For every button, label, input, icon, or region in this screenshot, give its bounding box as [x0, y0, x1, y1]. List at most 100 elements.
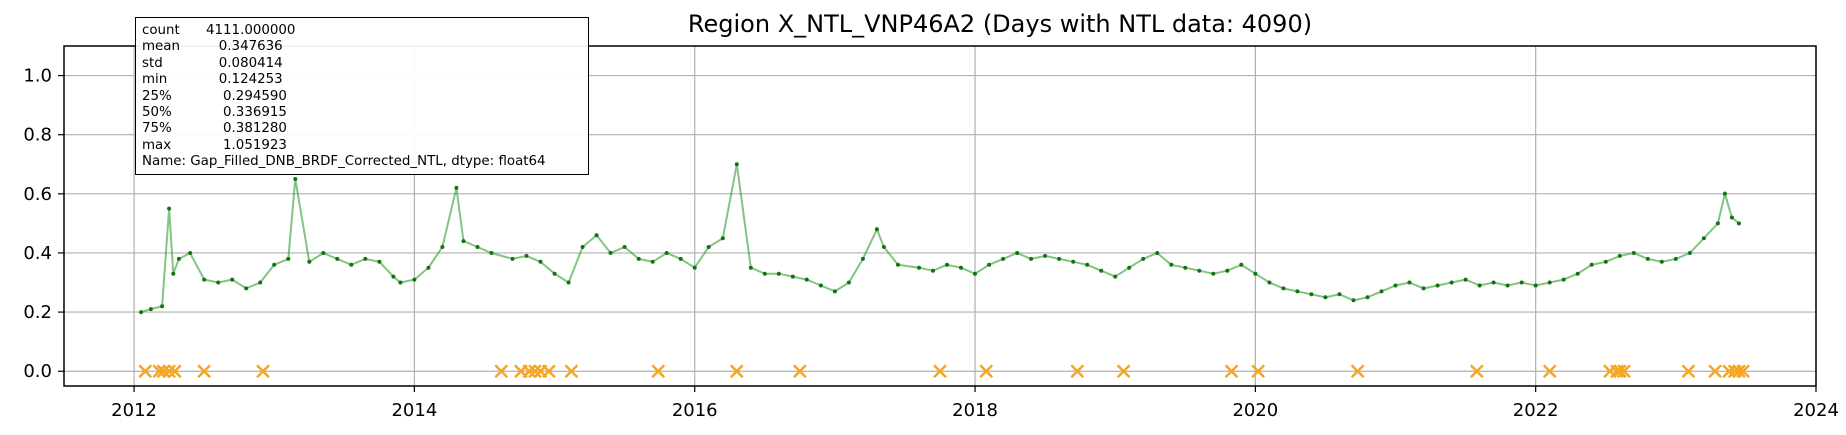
ntl-data-point [426, 265, 431, 270]
marker-stroke [167, 364, 182, 379]
ntl-data-point [945, 262, 949, 267]
marker-stroke [1350, 364, 1365, 379]
missing-data-marker [522, 364, 537, 379]
ntl-data-point [1603, 259, 1608, 264]
ntl-data-point [321, 251, 326, 255]
ntl-data-point [1323, 295, 1328, 300]
ntl-data-point [1491, 280, 1496, 285]
ntl-data-point [1351, 298, 1356, 303]
ntl-data-point [860, 256, 865, 261]
ntl-data-point [1435, 283, 1440, 288]
ntl-data-point [307, 259, 312, 264]
ntl-data-point [1337, 292, 1342, 297]
statistics-rows: count 4111.000000 mean 0.347636 std 0.08041… [142, 23, 582, 154]
ntl-data-point [594, 233, 599, 238]
ntl-data-point [1057, 256, 1062, 261]
ntl-data-point [202, 277, 207, 282]
ntl-data-point [566, 280, 571, 285]
ntl-data-point [706, 245, 711, 249]
missing-data-marker [1612, 364, 1627, 379]
statistics-footer: Name: Gap_Filled_DNB_BRDF_Corrected_NTL,… [142, 154, 546, 170]
ntl-data-point [1309, 292, 1314, 297]
ntl-data-point [167, 206, 172, 211]
ntl-data-point [1239, 262, 1244, 267]
statistic-row: 50% 0.336915 [142, 105, 582, 121]
ntl-data-point [1645, 256, 1650, 261]
ntl-data-point [1197, 268, 1202, 273]
statistic-value: 0.347636 [206, 39, 283, 55]
statistic-row: mean 0.347636 [142, 39, 582, 55]
ntl-data-point [1267, 280, 1272, 285]
missing-data-marker [156, 364, 171, 379]
ntl-data-point [1687, 251, 1692, 255]
marker-stroke [197, 364, 212, 379]
ntl-data-point [1722, 191, 1727, 196]
ntl-data-point [1617, 253, 1622, 258]
x-tick-label: 2022 [1513, 400, 1559, 421]
ntl-data-point [959, 265, 963, 270]
missing-data-marker [792, 364, 807, 379]
ntl-data-point [1421, 286, 1426, 291]
marker-stroke [494, 364, 509, 379]
missing-data-marker [162, 364, 177, 379]
statistic-name: count [142, 23, 180, 38]
missing-data-markers [138, 364, 1751, 379]
marker-stroke [1116, 364, 1131, 379]
ntl-data-point [1015, 251, 1020, 255]
ntl-data-point [973, 271, 977, 276]
ntl-data-point [762, 271, 767, 276]
ntl-data-point [1127, 265, 1132, 270]
ntl-data-point [1085, 262, 1090, 267]
ntl-data-point [1393, 283, 1398, 288]
marker-stroke [1224, 364, 1239, 379]
ntl-data-point [1211, 271, 1216, 276]
missing-data-marker [494, 364, 509, 379]
ntl-data-point [171, 271, 176, 276]
ntl-data-point [1631, 251, 1636, 255]
missing-data-marker [1070, 364, 1085, 379]
marker-stroke [729, 364, 744, 379]
statistic-row: min 0.124253 [142, 72, 582, 88]
ntl-data-point [391, 274, 396, 279]
ntl-data-point [176, 256, 181, 261]
statistic-row: count 4111.000000 [142, 23, 582, 39]
ntl-data-point [475, 245, 480, 249]
marker-stroke [1070, 364, 1085, 379]
y-tick-label: 1.0 [23, 66, 52, 87]
statistic-name: mean [142, 39, 180, 55]
y-tick-label: 0.2 [23, 302, 52, 323]
missing-data-marker [1617, 364, 1631, 379]
ntl-data-point [160, 304, 165, 309]
ntl-data-point [377, 259, 382, 264]
ntl-data-point [188, 251, 193, 255]
ntl-data-point [398, 280, 403, 285]
ntl-data-point [244, 286, 249, 291]
marker-stroke [522, 364, 537, 379]
ntl-data-point [1281, 286, 1286, 291]
ntl-data-point [489, 251, 494, 255]
ntl-data-point [230, 277, 235, 282]
ntl-data-point [1295, 289, 1300, 294]
missing-data-marker [1542, 364, 1557, 379]
x-tick-label: 2018 [952, 400, 998, 421]
ntl-series [139, 162, 1741, 315]
missing-data-marker [1116, 364, 1131, 379]
ntl-data-point [293, 177, 298, 181]
missing-data-marker [1736, 364, 1751, 379]
ntl-data-point [846, 280, 851, 285]
marker-stroke [933, 364, 947, 379]
ntl-data-point [1505, 283, 1510, 288]
ntl-data-point [148, 307, 153, 312]
ntl-data-point [440, 245, 445, 249]
ntl-data-point [790, 274, 795, 279]
ntl-data-point [692, 265, 697, 270]
statistic-value: 0.336915 [206, 105, 287, 121]
missing-data-marker [1681, 364, 1696, 379]
ntl-data-point [335, 256, 340, 261]
missing-data-marker [197, 364, 212, 379]
ntl-data-point [1547, 280, 1552, 285]
ntl-data-point [363, 256, 368, 261]
ntl-data-point [580, 245, 585, 249]
marker-stroke [152, 364, 167, 379]
x-tick-label: 2014 [391, 400, 437, 421]
